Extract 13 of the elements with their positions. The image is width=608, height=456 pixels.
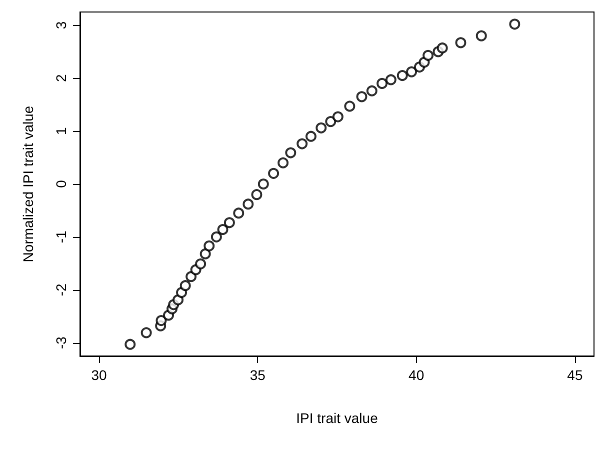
y-tick-label: 0 bbox=[53, 180, 69, 188]
y-tick-label: 2 bbox=[53, 74, 69, 82]
y-tick-label: 1 bbox=[53, 126, 69, 135]
y-tick-label: -1 bbox=[53, 230, 69, 244]
x-tick-label: 30 bbox=[91, 367, 108, 383]
x-tick-label: 45 bbox=[567, 367, 583, 383]
x-tick-label: 35 bbox=[250, 367, 266, 383]
y-tick-label: -3 bbox=[53, 336, 69, 349]
y-axis-title: Normalized IPI trait value bbox=[20, 106, 36, 262]
y-tick-label: 3 bbox=[53, 21, 69, 30]
x-axis-title: IPI trait value bbox=[296, 410, 378, 426]
x-tick-label: 40 bbox=[408, 367, 424, 383]
y-tick-label: -2 bbox=[53, 283, 69, 296]
